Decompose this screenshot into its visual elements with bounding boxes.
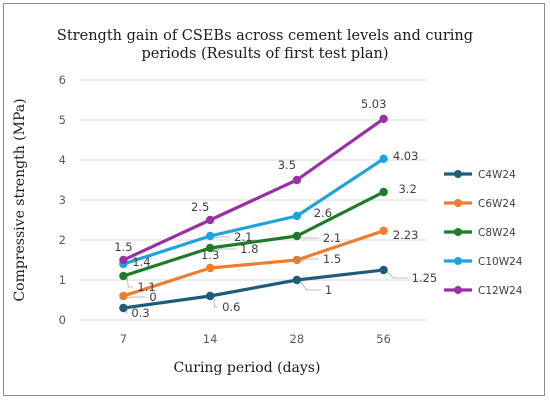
data-label: 2.6	[314, 206, 332, 220]
y-tick-label: 2	[59, 233, 66, 247]
data-point	[119, 271, 128, 281]
data-label: 1	[325, 283, 332, 297]
data-label: 1.5	[323, 252, 341, 266]
label-leader-line	[387, 271, 408, 279]
data-label: 0	[149, 290, 156, 304]
series-line	[122, 229, 385, 298]
series-C10W24	[119, 154, 388, 269]
data-label: 1.25	[412, 271, 438, 285]
data-point	[205, 291, 215, 301]
label-leader-line	[127, 296, 146, 299]
data-label: 3.5	[278, 158, 296, 172]
x-tick-label: 56	[376, 332, 391, 346]
series-C12W24	[119, 114, 388, 265]
chart-title-line-2: periods (Results of first test plan)	[142, 46, 389, 62]
y-tick-label: 1	[59, 273, 66, 287]
label-leader-line	[125, 309, 128, 314]
data-point	[292, 231, 302, 241]
data-label: 1.8	[240, 242, 258, 256]
data-point	[292, 255, 302, 265]
legend-item-C12W24: C12W24	[444, 285, 523, 297]
data-label: 0.3	[131, 306, 149, 320]
legend-swatch-marker	[454, 228, 462, 236]
data-point	[205, 243, 215, 253]
data-label: 1.3	[201, 248, 219, 262]
data-label: 2.1	[323, 231, 341, 245]
legend-label: C4W24	[478, 169, 516, 181]
data-point	[379, 187, 388, 197]
legend-swatch-marker	[454, 170, 462, 178]
chart-title-line-1: Strength gain of CSEBs across cement lev…	[57, 28, 473, 44]
y-tick-labels: 0 1 2 3 4 5 6	[59, 73, 66, 327]
series-line	[122, 157, 385, 266]
legend-label: C8W24	[478, 227, 516, 239]
series-C6W24	[119, 226, 388, 301]
data-label: 1.4	[132, 255, 150, 269]
legend-label: C6W24	[478, 198, 516, 210]
data-point	[379, 226, 388, 235]
legend-item-C10W24: C10W24	[444, 256, 523, 268]
data-point	[379, 114, 388, 124]
label-leader-line	[300, 258, 319, 263]
data-label: 2.5	[191, 200, 209, 214]
data-point	[119, 255, 128, 265]
series-C8W24	[119, 187, 388, 281]
label-leader-line	[214, 236, 231, 239]
gridlines	[80, 79, 427, 321]
legend-swatch-marker	[454, 257, 462, 265]
series-layer	[119, 114, 388, 313]
legend-item-C8W24: C8W24	[444, 227, 516, 239]
label-leader-line	[214, 248, 237, 251]
legend: C4W24 C6W24 C8W24 C10W24 C12W24	[444, 169, 523, 297]
series-line	[122, 117, 385, 262]
y-tick-label: 0	[59, 313, 66, 327]
label-leader-line	[300, 281, 321, 291]
x-tick-label: 7	[120, 332, 127, 346]
data-label: 2.23	[393, 228, 419, 242]
y-tick-label: 4	[59, 153, 66, 167]
legend-item-C6W24: C6W24	[444, 198, 516, 210]
y-tick-label: 3	[59, 193, 66, 207]
data-point	[292, 175, 302, 185]
data-point	[205, 215, 215, 225]
y-axis-title: Compressive strength (MPa)	[12, 98, 28, 301]
data-label: 0.6	[222, 300, 240, 314]
data-label: 4.03	[393, 149, 419, 163]
legend-item-C4W24: C4W24	[444, 169, 516, 181]
legend-swatch-marker	[454, 286, 462, 294]
legend-label: C10W24	[478, 256, 523, 268]
x-tick-label: 14	[203, 332, 218, 346]
series-line	[122, 190, 385, 278]
data-point	[119, 303, 128, 313]
label-leader-line	[213, 297, 219, 308]
data-point	[205, 263, 215, 273]
legend-swatch-marker	[454, 199, 462, 207]
data-point	[379, 154, 388, 163]
data-point	[292, 211, 302, 221]
data-point	[379, 265, 388, 275]
data-point	[292, 275, 302, 285]
x-tick-label: 28	[290, 332, 305, 346]
y-tick-label: 6	[59, 73, 66, 87]
x-axis-title: Curing period (days)	[174, 360, 321, 376]
data-point	[119, 291, 128, 301]
data-label: 2.1	[234, 230, 252, 244]
series-C4W24	[119, 265, 388, 313]
data-label: 1.5	[114, 240, 132, 254]
label-leader-line	[126, 277, 134, 288]
data-label: 5.03	[361, 97, 387, 111]
data-label: 3.2	[398, 182, 416, 196]
data-point	[205, 231, 215, 241]
x-tick-labels: 7 14 28 56	[120, 332, 391, 346]
y-tick-label: 5	[59, 113, 66, 127]
legend-label: C12W24	[478, 285, 523, 297]
series-line	[123, 268, 384, 310]
data-label: 1.1	[137, 280, 155, 294]
